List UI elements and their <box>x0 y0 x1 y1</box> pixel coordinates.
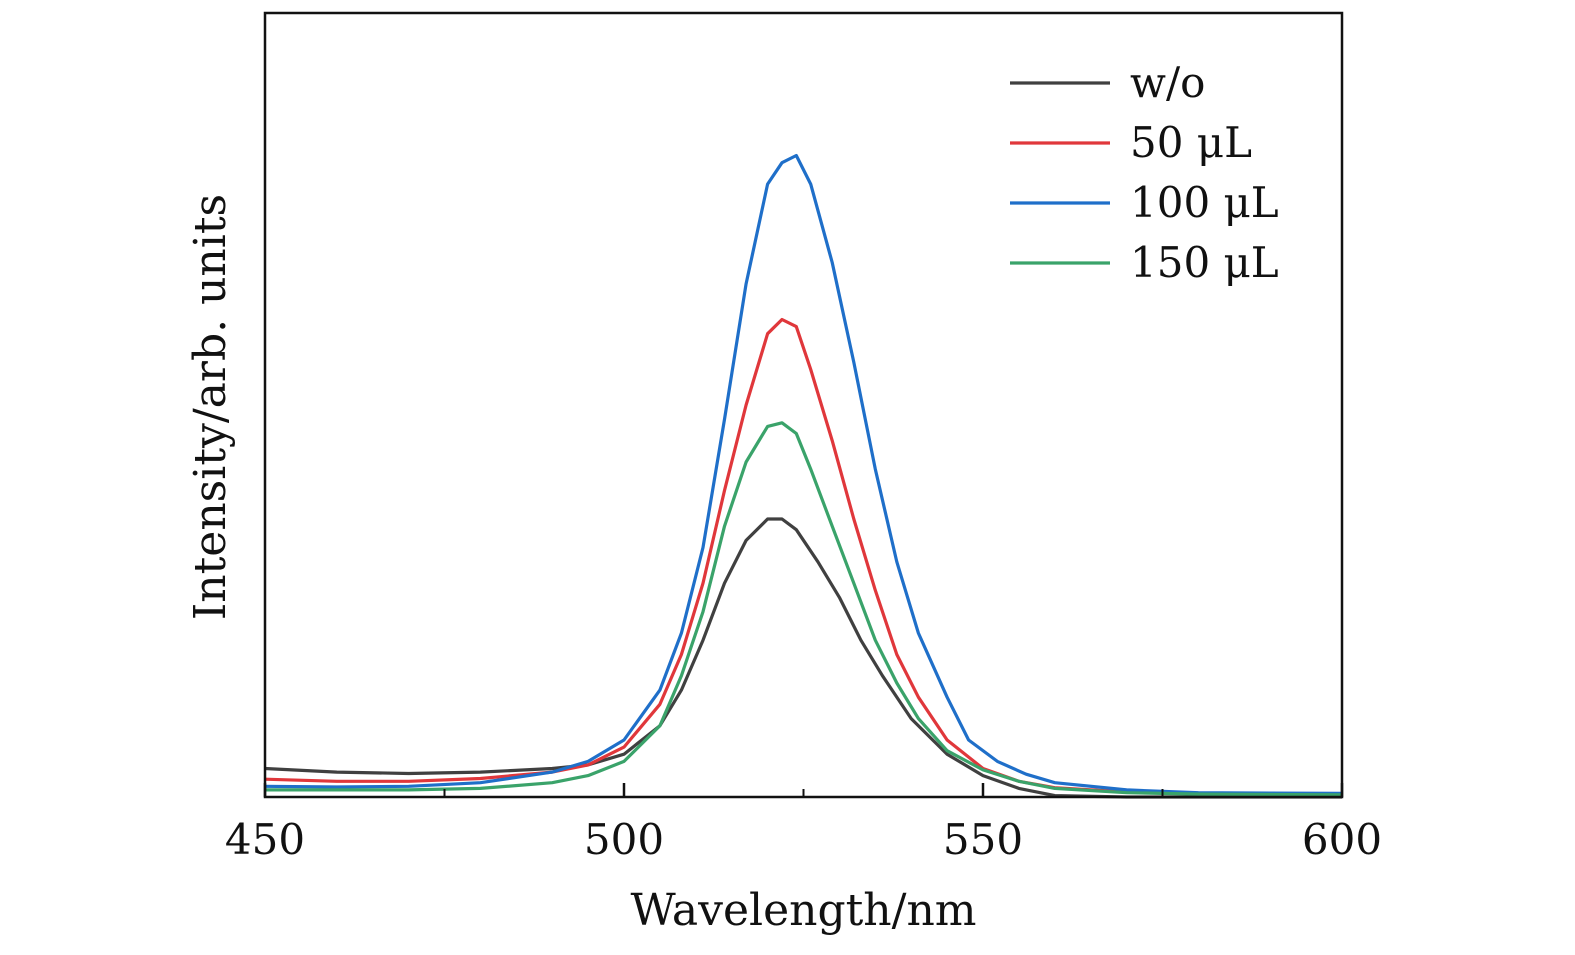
legend-label-0: w/o <box>1130 58 1205 107</box>
y-axis-label: Intensity/arb. units <box>185 194 236 620</box>
legend-label-1: 50 μL <box>1130 118 1252 167</box>
series-line-3 <box>265 421 1343 797</box>
series-line-1 <box>264 317 1343 796</box>
legend-label-2: 100 μL <box>1130 178 1279 227</box>
axes: 450 500 550 600 <box>225 783 1382 864</box>
plot-area <box>264 153 1343 799</box>
legend-label-3: 150 μL <box>1130 238 1279 287</box>
series-line-0 <box>264 517 1342 799</box>
x-tick-label-0: 450 <box>225 815 305 864</box>
x-axis-label: Wavelength/nm <box>630 885 976 936</box>
legend: w/o 50 μL 100 μL 150 μL <box>1010 58 1279 287</box>
series-line-2 <box>264 153 1343 795</box>
x-tick-label-3: 600 <box>1302 815 1382 864</box>
x-tick-label-2: 550 <box>943 815 1023 864</box>
x-tick-label-1: 500 <box>584 815 664 864</box>
